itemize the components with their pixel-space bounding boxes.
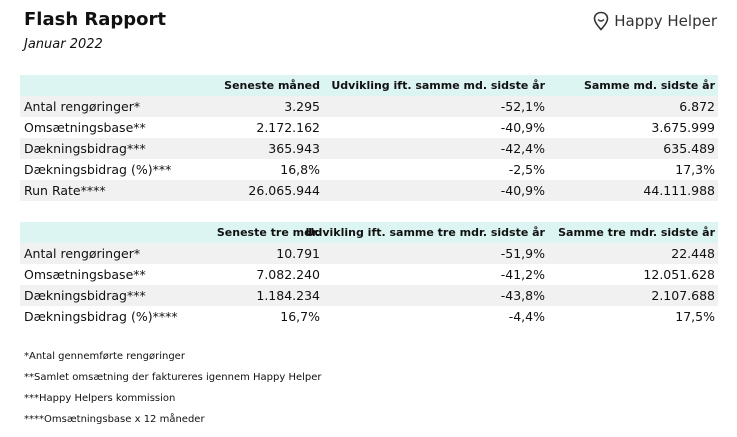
column-header: Seneste tre mdr. (216, 226, 320, 239)
cell-value: 16,8% (280, 162, 320, 177)
subtitle: Januar 2022 (24, 37, 103, 52)
cell-value: -4,4% (508, 309, 545, 324)
table: Seneste tre mdr. Udvikling ift. samme tre… (20, 222, 718, 327)
cell-value: 17,3% (675, 162, 715, 177)
row-label: Dækningsbidrag (%)**** (24, 309, 178, 324)
footnote: **Samlet omsætning der faktureres igenne… (24, 372, 322, 383)
table-row: Dækningsbidrag (%)**** 16,7% -4,4% 17,5% (20, 306, 718, 327)
footnote: *Antal gennemførte rengøringer (24, 351, 185, 362)
logo-text: Happy Helper (614, 12, 717, 30)
row-label: Dækningsbidrag*** (24, 288, 146, 303)
cell-value: 7.082.240 (256, 267, 320, 282)
table-row: Omsætningsbase** 7.082.240 -41,2% 12.051.62… (20, 264, 718, 285)
cell-value: 16,7% (280, 309, 320, 324)
column-header: Udvikling ift. samme md. sidste år (331, 79, 545, 92)
table-row: Dækningsbidrag*** 365.943 -42,4% 635.489 (20, 138, 718, 159)
footnote: ***Happy Helpers kommission (24, 393, 176, 404)
cell-value: -40,9% (500, 183, 545, 198)
row-label: Dækningsbidrag (%)*** (24, 162, 172, 177)
cell-value: 12.051.628 (643, 267, 715, 282)
column-header: Udvikling ift. samme tre mdr. sidste år (305, 226, 545, 239)
logo-icon (593, 11, 609, 31)
table-row: Dækningsbidrag*** 1.184.234 -43,8% 2.107.68… (20, 285, 718, 306)
cell-value: 365.943 (268, 141, 320, 156)
title: Flash Rapport (24, 9, 167, 30)
cell-value: -40,9% (500, 120, 545, 135)
cell-value: -42,4% (500, 141, 545, 156)
table: Seneste måned Udvikling ift. samme md. si… (20, 75, 718, 201)
cell-value: 22.448 (671, 246, 715, 261)
cell-value: 2.107.688 (651, 288, 715, 303)
row-label: Antal rengøringer* (24, 246, 141, 261)
cell-value: 26.065.944 (248, 183, 320, 198)
column-header: Seneste måned (224, 79, 320, 92)
table-row: Run Rate**** 26.065.944 -40,9% 44.111.988 (20, 180, 718, 201)
cell-value: 44.111.988 (643, 183, 715, 198)
column-header: Samme tre mdr. sidste år (558, 226, 715, 239)
row-label: Dækningsbidrag*** (24, 141, 146, 156)
table-row: Antal rengøringer* 3.295 -52,1% 6.872 (20, 96, 718, 117)
cell-value: -43,8% (500, 288, 545, 303)
cell-value: 6.872 (679, 99, 715, 114)
footnote: ****Omsætningsbase x 12 måneder (24, 414, 205, 425)
table-row: Dækningsbidrag (%)*** 16,8% -2,5% 17,3% (20, 159, 718, 180)
cell-value: -41,2% (500, 267, 545, 282)
cell-value: 635.489 (663, 141, 715, 156)
table-row: Antal rengøringer* 10.791 -51,9% 22.448 (20, 243, 718, 264)
row-label: Omsætningsbase** (24, 267, 146, 282)
cell-value: 3.675.999 (651, 120, 715, 135)
row-label: Omsætningsbase** (24, 120, 146, 135)
table-row: Omsætningsbase** 2.172.162 -40,9% 3.675.999 (20, 117, 718, 138)
cell-value: -2,5% (508, 162, 545, 177)
row-label: Run Rate**** (24, 183, 106, 198)
cell-value: 1.184.234 (256, 288, 320, 303)
cell-value: -52,1% (500, 99, 545, 114)
cell-value: 2.172.162 (256, 120, 320, 135)
logo: Happy Helper (593, 11, 717, 31)
cell-value: 10.791 (276, 246, 320, 261)
column-header: Samme md. sidste år (583, 79, 715, 92)
header-row: Seneste måned Udvikling ift. samme md. si… (20, 75, 718, 96)
cell-value: -51,9% (500, 246, 545, 261)
row-label: Antal rengøringer* (24, 99, 141, 114)
cell-value: 3.295 (284, 99, 320, 114)
header-row: Seneste tre mdr. Udvikling ift. samme tre… (20, 222, 718, 243)
cell-value: 17,5% (675, 309, 715, 324)
